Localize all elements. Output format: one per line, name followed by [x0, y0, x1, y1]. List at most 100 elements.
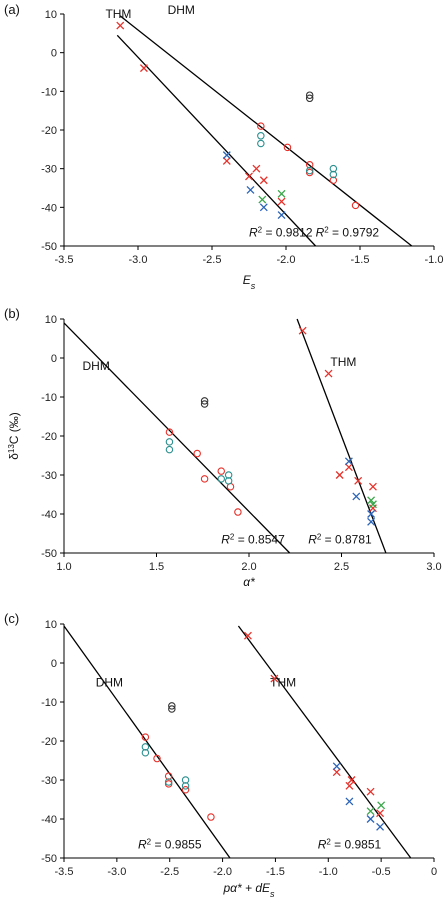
- x-tick-label: -0.5: [372, 866, 391, 878]
- y-tick-label: 10: [45, 619, 57, 631]
- data-point-x: [246, 185, 255, 194]
- data-point-circle: [168, 702, 176, 710]
- r-squared-label: R2 = 0.9792: [316, 225, 380, 240]
- panel-c: (c) 10 0 -10 -20 -30 -40 -50-3.5 -3.0 -2.5 -2.0 -1.…: [4, 611, 437, 899]
- line-label-thm: THM: [105, 7, 131, 21]
- data-point-x: [139, 64, 148, 73]
- data-point-x: [368, 500, 377, 509]
- data-point-circle: [181, 776, 190, 784]
- data-point-x: [259, 176, 268, 185]
- data-point-x: [347, 776, 356, 784]
- fit-line-dhm: [63, 625, 231, 859]
- data-point-x: [344, 463, 353, 472]
- data-point-x: [368, 504, 377, 513]
- data-point-circle: [141, 733, 150, 741]
- y-axis-label: δ13C (‰): [7, 412, 22, 460]
- data-point-circle: [305, 166, 314, 175]
- data-point-x: [270, 674, 279, 683]
- data-point-x: [222, 156, 231, 165]
- y-tick-label: -50: [41, 241, 57, 253]
- x-tick-label: -3.0: [129, 254, 148, 266]
- data-point-circle: [200, 397, 209, 405]
- data-point-circle: [141, 748, 150, 757]
- data-point-x: [335, 471, 344, 479]
- panel-a: (a) 10 0 -10 -20 -30 -40 -50-3.5 -3.0 -2.5 -2.0 -1.…: [4, 2, 443, 291]
- y-tick-label: -50: [41, 548, 57, 560]
- data-point-x: [245, 172, 253, 181]
- x-tick-label: 1.0: [56, 561, 71, 573]
- y-tick-label: -50: [41, 853, 57, 865]
- fit-line-dhm: [119, 15, 413, 247]
- x-tick-label: -2.0: [277, 254, 296, 266]
- data-point-circle: [153, 754, 161, 763]
- fit-line-thm: [116, 34, 317, 247]
- panel-letter: (b): [4, 306, 20, 321]
- x-axis-label: α*: [243, 575, 255, 589]
- data-point-circle: [351, 201, 360, 210]
- panel-b: (b) 10 0 -10 -20 -30 -40 -501.0 1.5 2.0 2.5 3.0 α* δ1…: [4, 306, 442, 589]
- x-tick-label: -2.5: [160, 866, 179, 878]
- x-axis-label: pα* + dEs: [222, 881, 275, 899]
- data-point-x: [332, 768, 341, 777]
- data-point-circle: [193, 449, 201, 458]
- data-point-x: [354, 476, 363, 485]
- panel-letter: (c): [4, 611, 19, 626]
- line-label-dhm: DHM: [96, 676, 123, 690]
- x-tick-label: -1.0: [319, 866, 338, 878]
- data-point-circle: [305, 161, 314, 169]
- y-tick-label: -10: [41, 697, 57, 709]
- y-tick-label: -40: [41, 814, 57, 826]
- x-tick-label: 3.0: [426, 561, 441, 573]
- x-axis-label: Es: [243, 273, 256, 291]
- x-tick-label: -1.5: [351, 254, 370, 266]
- data-point-circle: [329, 164, 338, 173]
- r-squared-label: R2 = 0.8781: [308, 532, 372, 547]
- data-point-x: [258, 195, 267, 204]
- data-point-x: [352, 492, 361, 501]
- data-point-circle: [305, 91, 314, 99]
- data-point-x: [277, 197, 286, 206]
- data-point-circle: [200, 475, 209, 483]
- data-point-x: [376, 809, 385, 818]
- data-point-circle: [217, 467, 226, 475]
- y-tick-label: -30: [41, 470, 57, 482]
- r-squared-label: R2 = 0.9812: [249, 225, 313, 240]
- y-tick-label: 0: [51, 658, 57, 670]
- line-label-dhm: DHM: [83, 359, 110, 373]
- data-point-x: [377, 801, 386, 810]
- y-tick-label: -20: [41, 736, 57, 748]
- data-point-x: [277, 189, 286, 198]
- data-point-circle: [164, 778, 173, 786]
- y-tick-label: 10: [45, 314, 57, 326]
- x-tick-label: -3.0: [107, 866, 126, 878]
- data-point-x: [344, 457, 353, 466]
- fit-line-thm: [237, 625, 412, 859]
- data-point-circle: [257, 139, 265, 148]
- x-tick-label: -1.0: [425, 254, 444, 266]
- data-point-circle: [181, 785, 190, 794]
- x-tick-label: -3.5: [55, 866, 74, 878]
- line-label-thm: THM: [330, 355, 356, 369]
- data-point-x: [298, 326, 307, 335]
- x-tick-label: -2.5: [203, 254, 222, 266]
- data-point-x: [332, 762, 341, 771]
- data-point-circle: [200, 400, 209, 408]
- y-tick-label: -40: [41, 202, 57, 214]
- x-tick-label: 2.5: [334, 561, 349, 573]
- data-point-x: [252, 164, 261, 173]
- data-point-circle: [207, 813, 215, 821]
- data-point-x: [366, 815, 375, 823]
- y-tick-label: -20: [41, 431, 57, 443]
- data-point-x: [324, 369, 333, 378]
- data-point-circle: [165, 438, 174, 446]
- r-squared-label: R2 = 0.9851: [318, 837, 382, 852]
- x-tick-label: 1.5: [149, 561, 164, 573]
- data-point-circle: [168, 705, 176, 713]
- y-tick-label: -10: [41, 392, 57, 404]
- data-point-x: [116, 21, 125, 30]
- y-tick-label: -30: [41, 775, 57, 787]
- data-point-circle: [329, 176, 338, 185]
- data-point-x: [345, 797, 354, 806]
- line-label-dhm: DHM: [168, 3, 195, 17]
- data-point-circle: [234, 508, 242, 516]
